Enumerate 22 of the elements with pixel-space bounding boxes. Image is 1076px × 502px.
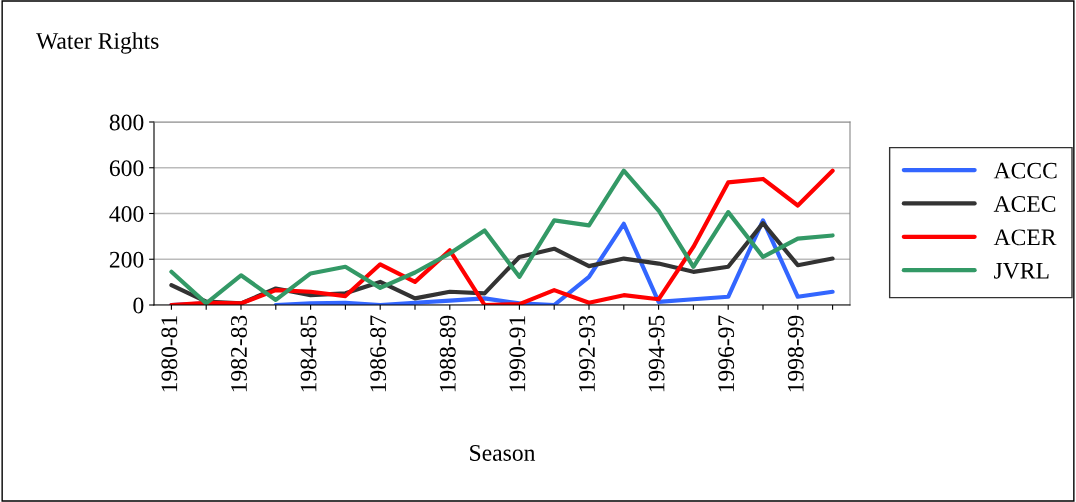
legend-label: ACER (993, 229, 1057, 246)
x-tick-label: 1986-87 (370, 315, 387, 392)
x-tick-label: 1994-95 (648, 315, 665, 392)
y-tick-label: 0 (133, 297, 144, 314)
y-tick-label: 800 (109, 114, 144, 131)
y-tick-label: 600 (109, 160, 144, 177)
y-tick-label: 400 (109, 205, 144, 222)
x-tick-label: 1996-97 (718, 315, 735, 392)
legend-label: ACCC (993, 162, 1057, 179)
x-tick-label: 1990-91 (509, 316, 526, 392)
legend-label: ACEC (993, 196, 1056, 212)
x-tick-label: 1982-83 (230, 315, 247, 392)
x-tick-label: 1984-85 (300, 315, 317, 392)
y-tick-label: 200 (109, 251, 144, 268)
x-tick-label: 1980-81 (161, 316, 178, 392)
line-series (169, 168, 835, 305)
x-tick-label: 1988-89 (439, 315, 456, 392)
x-axis-title: Season (470, 445, 536, 461)
y-axis-title: Water Rights (36, 32, 159, 54)
legend-label: JVRL (994, 262, 1049, 279)
x-tick-label: 1998-99 (787, 315, 804, 392)
x-tick-label: 1992-93 (579, 315, 595, 392)
